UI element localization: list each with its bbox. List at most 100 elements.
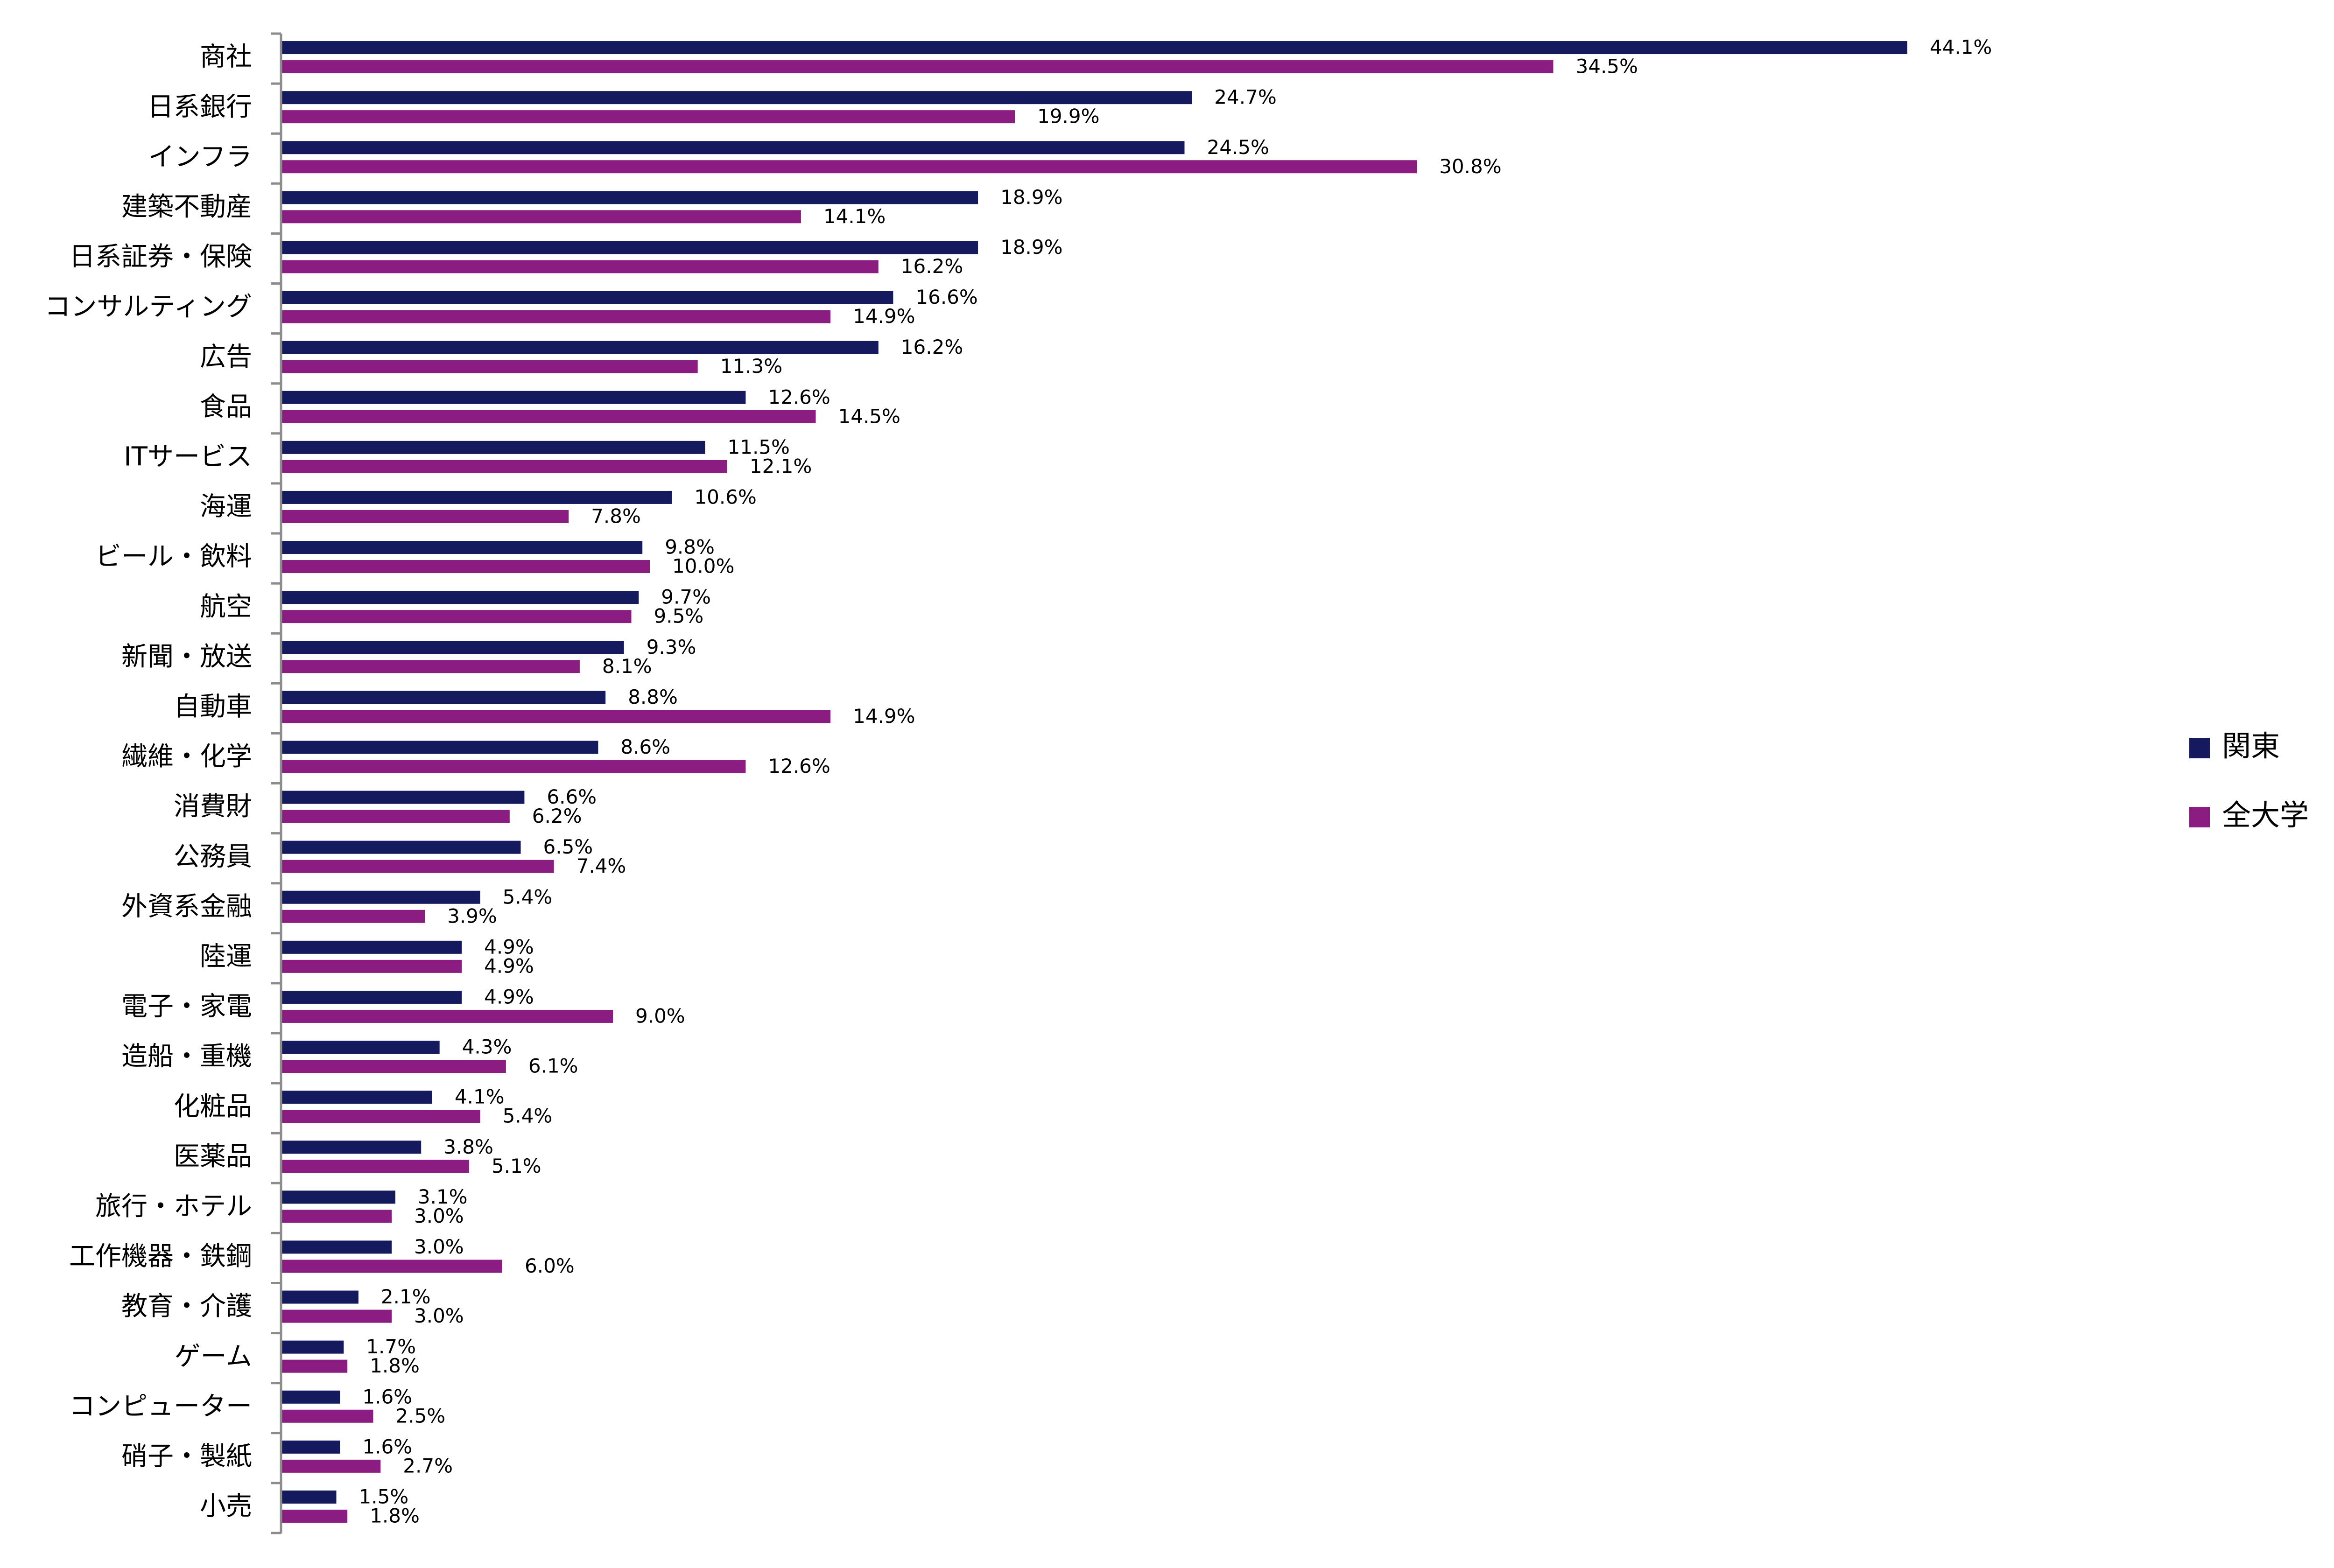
bar-all-universities (281, 460, 727, 473)
bar-all-universities (281, 1060, 506, 1073)
bar-all-universities (281, 959, 462, 973)
bar-kanto (281, 691, 606, 704)
bar-all-universities (281, 710, 831, 723)
data-label-all-universities: 5.1% (492, 1155, 541, 1177)
data-label-kanto: 6.5% (543, 835, 593, 858)
data-label-kanto: 18.9% (1000, 236, 1062, 259)
data-label-all-universities: 9.0% (635, 1004, 685, 1027)
data-label-all-universities: 1.8% (370, 1354, 420, 1377)
data-label-all-universities: 12.1% (750, 455, 812, 477)
bar-kanto (281, 1240, 392, 1254)
data-label-all-universities: 3.0% (414, 1204, 464, 1227)
bar-kanto (281, 1190, 395, 1204)
data-label-kanto: 1.5% (359, 1485, 409, 1508)
data-label-kanto: 4.9% (484, 985, 534, 1008)
bar-kanto (281, 541, 643, 554)
bar-kanto (281, 990, 462, 1004)
category-label: 日系銀行 (148, 92, 252, 122)
data-label-all-universities: 7.4% (576, 854, 626, 877)
data-label-kanto: 16.6% (915, 286, 977, 308)
category-label: 小売 (200, 1491, 252, 1522)
bar-all-universities (281, 1160, 469, 1173)
data-label-kanto: 9.3% (647, 636, 696, 658)
category-label: ゲーム (175, 1341, 252, 1372)
category-label: 電子・家電 (121, 992, 252, 1022)
data-label-kanto: 24.5% (1207, 136, 1269, 159)
data-label-kanto: 1.7% (366, 1335, 416, 1358)
data-label-kanto: 10.6% (694, 485, 756, 508)
category-label: 公務員 (174, 841, 252, 872)
category-label: 日系証券・保険 (69, 242, 252, 272)
data-label-kanto: 11.5% (728, 435, 790, 458)
data-label-all-universities: 4.9% (484, 954, 534, 977)
category-label: 新聞・放送 (121, 642, 252, 672)
data-label-kanto: 9.8% (665, 536, 715, 559)
bar-all-universities (281, 160, 1417, 174)
bar-kanto (281, 1390, 340, 1404)
bar-kanto (281, 890, 480, 904)
legend-swatch-all-universities (2189, 807, 2210, 827)
data-label-all-universities: 19.9% (1037, 105, 1099, 128)
bar-kanto (281, 791, 525, 804)
bar-kanto (281, 641, 624, 654)
category-label: コンピューター (69, 1391, 252, 1421)
bar-kanto (281, 1290, 359, 1304)
bar-kanto (281, 741, 598, 754)
bar-kanto (281, 1041, 440, 1054)
data-label-kanto: 2.1% (381, 1285, 431, 1308)
bar-kanto (281, 291, 893, 304)
bar-all-universities (281, 110, 1015, 124)
category-label: 海運 (200, 492, 252, 522)
bar-kanto (281, 141, 1185, 154)
data-label-kanto: 16.2% (901, 336, 963, 358)
data-label-all-universities: 3.9% (447, 904, 497, 927)
bar-all-universities (281, 1359, 348, 1373)
data-label-all-universities: 14.1% (823, 205, 886, 228)
bar-all-universities (281, 360, 698, 373)
bar-kanto (281, 341, 879, 354)
bar-kanto (281, 1141, 422, 1154)
bar-kanto (281, 391, 746, 404)
data-label-kanto: 44.1% (1930, 36, 1992, 59)
category-label: 陸運 (200, 941, 252, 972)
bars-group: 44.1% 34.5% 24.7% 19.9% 24.5% 30.8% 18.9% 14.1%… (281, 36, 1992, 1527)
data-label-kanto: 3.1% (418, 1185, 468, 1208)
bar-all-universities (281, 1260, 502, 1273)
bar-kanto (281, 840, 521, 854)
data-label-all-universities: 34.5% (1576, 55, 1638, 78)
data-label-all-universities: 30.8% (1439, 155, 1501, 178)
category-label: 建築不動産 (121, 192, 252, 222)
legend-label-all-universities: 全大学 (2222, 798, 2309, 832)
bar-kanto (281, 1340, 344, 1354)
category-label: 自動車 (174, 692, 252, 722)
data-label-kanto: 8.6% (620, 735, 670, 758)
data-label-all-universities: 6.1% (528, 1055, 578, 1078)
category-label: 硝子・製紙 (121, 1441, 252, 1471)
bar-kanto (281, 1440, 340, 1454)
data-label-all-universities: 3.0% (414, 1304, 464, 1327)
data-label-all-universities: 14.5% (838, 405, 900, 427)
category-label: 外資系金融 (121, 891, 252, 922)
bar-all-universities (281, 310, 831, 323)
data-label-all-universities: 8.1% (602, 655, 652, 678)
data-label-all-universities: 11.3% (720, 355, 782, 378)
bar-kanto (281, 91, 1192, 105)
data-label-kanto: 5.4% (503, 885, 553, 908)
bar-kanto (281, 191, 978, 204)
category-label: 造船・重機 (121, 1042, 252, 1072)
data-label-kanto: 18.9% (1000, 186, 1062, 209)
bar-all-universities (281, 810, 510, 823)
category-label: 教育・介護 (121, 1291, 252, 1322)
bar-all-universities (281, 510, 569, 523)
category-label: ビール・飲料 (95, 542, 252, 572)
category-label: 工作機器・鉄鋼 (69, 1241, 252, 1272)
data-label-all-universities: 1.8% (370, 1504, 420, 1527)
legend-swatch-kanto (2189, 738, 2210, 758)
bar-all-universities (281, 910, 425, 923)
category-label: 医薬品 (174, 1141, 252, 1172)
legend-label-kanto: 関東 (2222, 729, 2280, 763)
bar-all-universities (281, 1210, 392, 1223)
category-label: インフラ (148, 142, 252, 172)
category-label: 化粧品 (174, 1092, 252, 1122)
